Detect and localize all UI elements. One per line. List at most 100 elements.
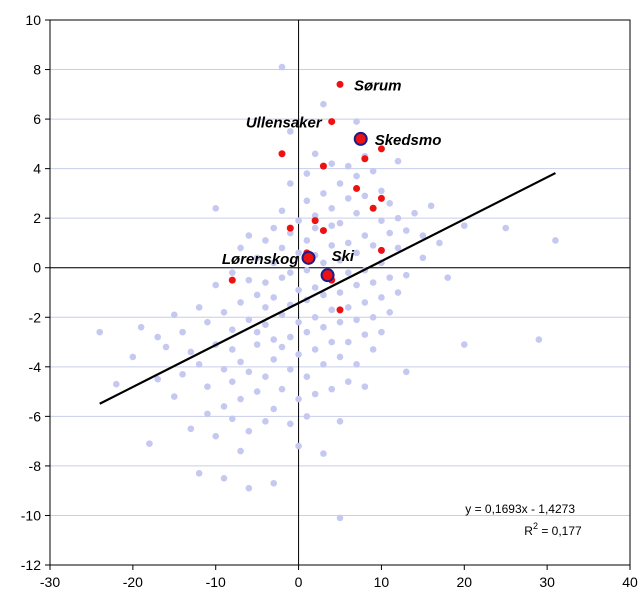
data-point — [220, 403, 228, 410]
data-point — [311, 313, 319, 321]
data-point — [278, 63, 286, 71]
data-point — [253, 388, 261, 395]
data-point — [336, 318, 344, 326]
data-point — [262, 304, 269, 311]
data-point — [369, 167, 377, 175]
data-point — [344, 378, 352, 385]
point-label: Skedsmo — [375, 132, 442, 149]
data-point — [179, 370, 186, 378]
highlight-point — [278, 150, 286, 158]
point-labels: Sørum Ullensaker Skedsmo Lørenskog Ski — [222, 77, 442, 267]
data-point — [328, 204, 336, 212]
data-point — [386, 200, 394, 207]
data-point — [336, 256, 344, 264]
data-point — [328, 222, 336, 229]
data-point — [361, 232, 369, 239]
highlight-point — [228, 276, 236, 284]
data-point — [195, 304, 203, 311]
data-point — [336, 514, 344, 522]
highlight-point — [328, 118, 336, 126]
data-point — [146, 440, 153, 447]
data-point — [245, 232, 253, 239]
y-tick-label: 2 — [33, 210, 41, 226]
data-point — [344, 338, 352, 346]
data-point — [286, 269, 294, 276]
data-point — [228, 415, 236, 423]
data-point — [378, 328, 385, 336]
data-point — [394, 244, 402, 252]
r-squared-value: = 0,177 — [538, 524, 582, 538]
data-point — [286, 420, 294, 428]
data-point — [170, 311, 178, 319]
data-point — [336, 180, 344, 187]
data-point — [270, 294, 278, 301]
data-point — [129, 353, 137, 361]
data-point — [295, 249, 302, 257]
highlight-point — [336, 306, 344, 314]
data-point — [237, 244, 244, 252]
data-point — [154, 375, 162, 383]
data-point — [386, 309, 394, 316]
y-tick-label: 6 — [33, 111, 41, 127]
data-point — [460, 222, 468, 229]
labeled-point-marker — [320, 268, 335, 283]
data-point — [228, 326, 236, 333]
data-point — [402, 271, 410, 279]
data-point — [344, 304, 352, 311]
data-point — [353, 316, 360, 324]
data-point — [170, 393, 178, 400]
data-point — [253, 254, 261, 262]
data-point — [344, 269, 352, 276]
data-point — [394, 289, 402, 296]
highlight-point — [361, 155, 369, 163]
point-label: Ski — [332, 248, 355, 265]
data-point — [353, 361, 360, 368]
data-point — [460, 341, 468, 348]
data-point — [278, 244, 286, 252]
y-tick-label: -10 — [21, 507, 41, 523]
data-point — [336, 353, 344, 361]
data-point — [303, 328, 311, 336]
data-point — [245, 276, 253, 284]
data-point — [286, 365, 294, 373]
data-point — [270, 259, 278, 267]
data-point — [353, 118, 360, 125]
y-tick-label: 0 — [33, 260, 41, 276]
data-point — [295, 217, 302, 224]
data-point — [320, 291, 327, 299]
x-tick-label: -10 — [206, 574, 226, 590]
data-point — [344, 195, 352, 202]
x-tick-label: -20 — [123, 574, 143, 590]
data-point — [237, 299, 244, 306]
data-point — [336, 219, 344, 227]
data-point — [353, 249, 360, 257]
data-point — [278, 207, 286, 215]
data-point — [270, 405, 278, 413]
data-point — [204, 318, 211, 326]
highlight-point — [319, 227, 327, 235]
data-point — [179, 328, 186, 336]
data-point — [295, 442, 302, 450]
data-point — [320, 450, 327, 457]
data-point — [369, 279, 377, 286]
data-point — [353, 281, 360, 289]
data-point — [320, 361, 327, 368]
data-point — [286, 128, 294, 135]
data-point — [369, 346, 377, 353]
data-point — [369, 242, 377, 249]
data-point — [204, 383, 211, 390]
y-tick-label: -12 — [21, 557, 41, 573]
data-point — [427, 202, 435, 210]
data-point — [262, 418, 269, 425]
data-point — [311, 212, 319, 220]
data-point — [378, 294, 385, 301]
y-tick-label: -2 — [29, 309, 42, 325]
data-point — [295, 318, 302, 326]
data-point — [328, 242, 336, 249]
highlight-points — [228, 80, 385, 314]
data-point — [303, 170, 311, 177]
data-point — [328, 338, 336, 346]
trendline-equation: y = 0,1693x - 1,4273 R2 = 0,177 — [465, 502, 582, 538]
highlight-point — [353, 184, 361, 192]
